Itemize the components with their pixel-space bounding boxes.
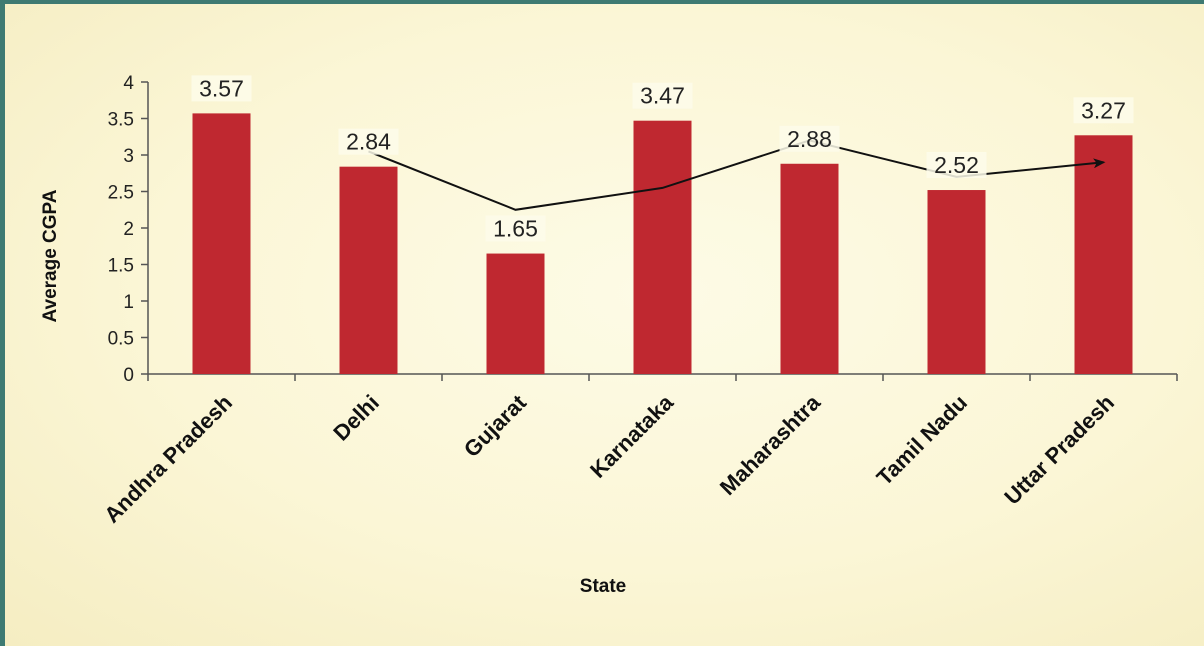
- y-tick-label: 0: [123, 365, 134, 386]
- category-label: Gujarat: [459, 389, 532, 462]
- data-label: 2.88: [787, 126, 832, 152]
- y-axis-title: Average CGPA: [40, 189, 61, 322]
- data-label: 2.84: [346, 129, 391, 155]
- y-axis: 0 0.5 1 1.5 2 2.5 3 3.5 4: [108, 73, 149, 386]
- category-label: Uttar Pradesh: [999, 390, 1119, 510]
- x-axis: [147, 373, 1178, 381]
- bar: [927, 190, 986, 374]
- bar: [339, 166, 398, 374]
- data-label: 3.47: [640, 83, 685, 109]
- category-label: Karnataka: [585, 389, 678, 482]
- data-label: 3.27: [1081, 97, 1126, 123]
- data-label-bg: [1073, 97, 1134, 124]
- data-label: 1.65: [493, 216, 538, 242]
- y-tick-label: 2.5: [108, 183, 134, 204]
- data-label-bg: [926, 152, 987, 179]
- category-label: Andhra Pradesh: [99, 390, 237, 528]
- bar: [633, 120, 692, 374]
- y-tick-label: 3: [123, 146, 134, 167]
- data-label-bg: [338, 128, 399, 155]
- trend-arrow: [368, 139, 1106, 211]
- data-labels: 3.57 2.84 1.65 3.47 2.88 2.52 3.27: [191, 75, 1134, 242]
- bar: [486, 253, 545, 374]
- data-label: 2.52: [934, 152, 979, 178]
- y-tick-label: 1.5: [108, 256, 134, 277]
- data-label-bg: [779, 125, 840, 152]
- category-label: Delhi: [328, 390, 384, 446]
- bars: [192, 113, 1133, 374]
- y-tick-label: 3.5: [108, 110, 134, 131]
- data-label: 3.57: [199, 75, 244, 101]
- bar: [1074, 135, 1133, 374]
- x-axis-title: State: [580, 576, 626, 597]
- category-labels: Andhra Pradesh Delhi Gujarat Karnataka Mahar…: [99, 389, 1119, 527]
- y-tick-label: 0.5: [108, 329, 134, 350]
- data-label-bg: [485, 215, 546, 242]
- y-tick-label: 2: [123, 219, 134, 240]
- data-label-bg: [191, 75, 252, 102]
- y-tick-label: 4: [123, 73, 134, 94]
- y-tick-label: 1: [123, 292, 134, 313]
- bar-chart: 0 0.5 1 1.5 2 2.5 3 3.5 4 3.57 2.84 1.65 3.47 2.88 2.…: [40, 73, 1178, 597]
- data-label-bg: [632, 82, 693, 109]
- category-label: Maharashtra: [715, 389, 826, 500]
- bar: [192, 113, 251, 374]
- trend-line: [368, 139, 1106, 211]
- bar: [780, 163, 839, 374]
- category-label: Tamil Nadu: [872, 390, 972, 490]
